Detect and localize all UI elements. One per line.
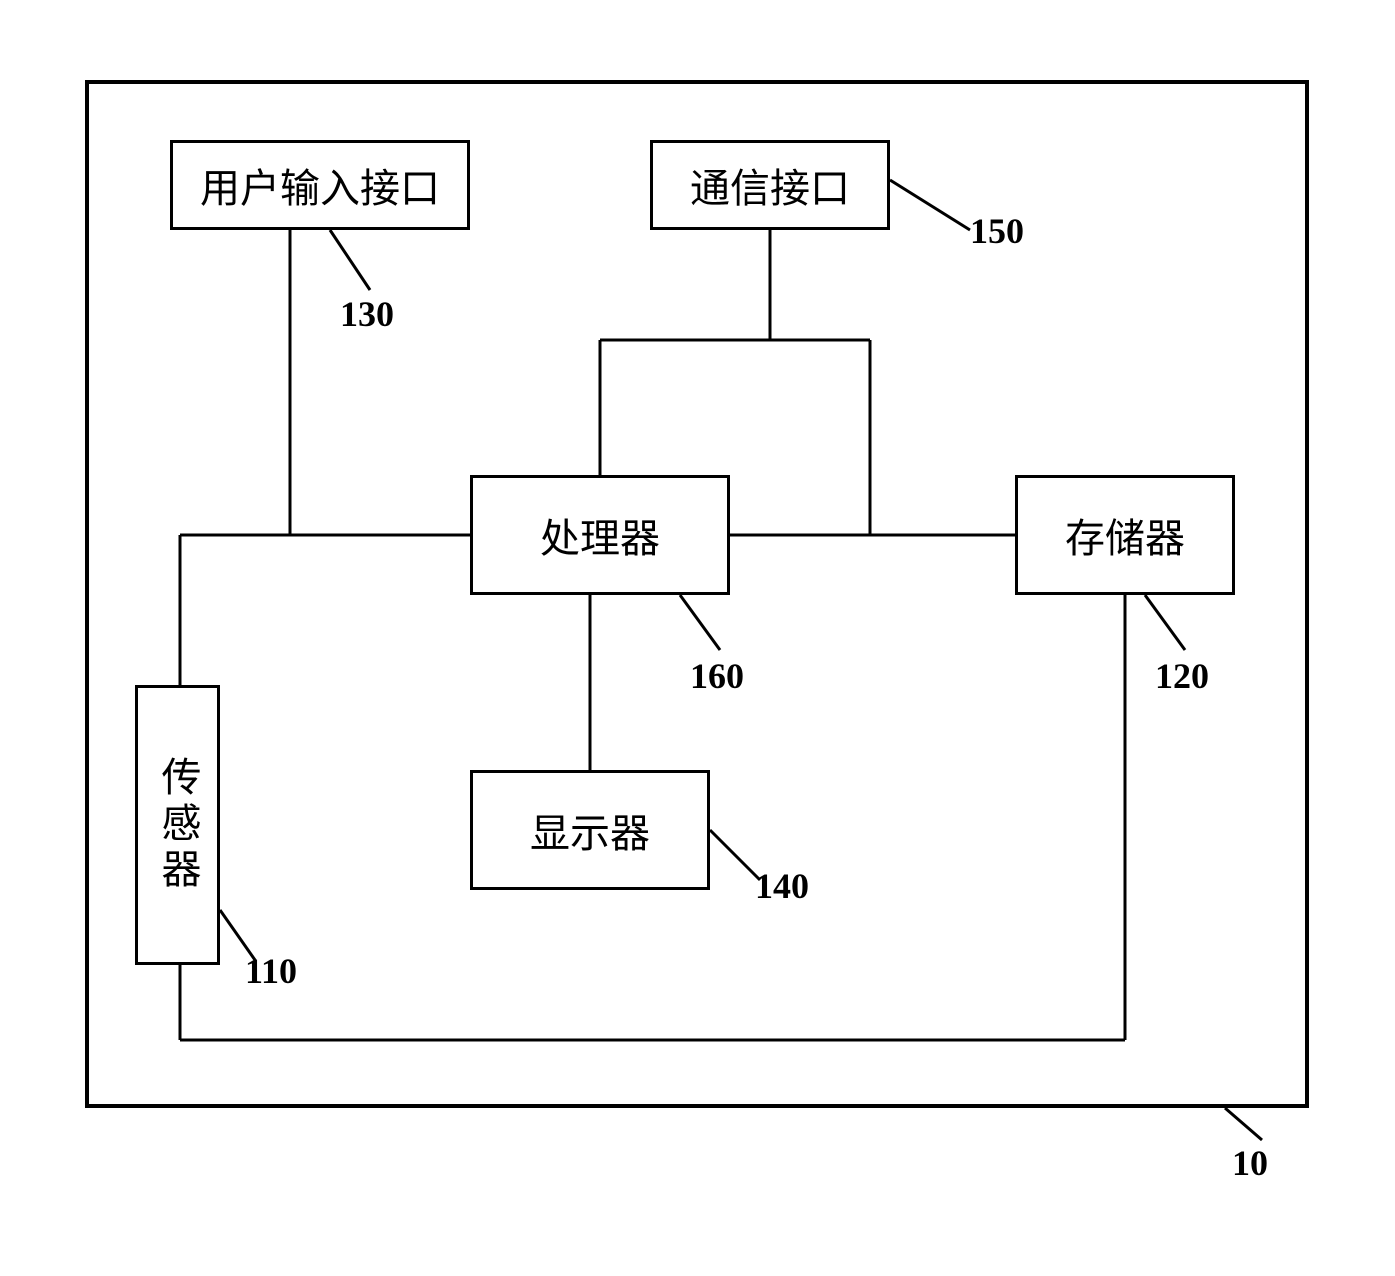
node-user_input-label: 用户输入接口 xyxy=(200,156,440,214)
ref-label-processor: 160 xyxy=(690,655,744,697)
ref-label-outer: 10 xyxy=(1232,1142,1268,1184)
node-memory-label: 存储器 xyxy=(1065,506,1185,564)
ref-label-user_input: 130 xyxy=(340,293,394,335)
node-processor-label: 处理器 xyxy=(540,506,660,564)
node-processor: 处理器 xyxy=(470,475,730,595)
node-comm-label: 通信接口 xyxy=(690,156,850,214)
ref-label-display: 140 xyxy=(755,865,809,907)
ref-label-comm: 150 xyxy=(970,210,1024,252)
node-display: 显示器 xyxy=(470,770,710,890)
node-comm: 通信接口 xyxy=(650,140,890,230)
ref-label-sensor: 110 xyxy=(245,950,297,992)
block-diagram: 用户输入接口 通信接口处理器 存储器传感器 显示器 10 130 150 160 120 110 1… xyxy=(0,0,1395,1276)
ref-label-memory: 120 xyxy=(1155,655,1209,697)
node-sensor: 传感器 xyxy=(135,685,220,965)
node-sensor-label: 传感器 xyxy=(149,756,207,894)
node-display-label: 显示器 xyxy=(530,801,650,859)
node-user_input: 用户输入接口 xyxy=(170,140,470,230)
node-memory: 存储器 xyxy=(1015,475,1235,595)
